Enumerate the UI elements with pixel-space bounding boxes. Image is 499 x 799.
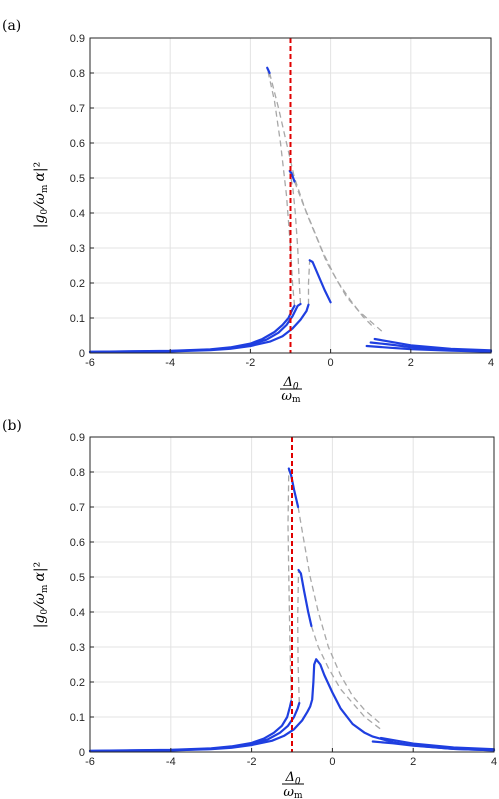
curve-1-unstable-upper-branch [310,625,382,730]
y-tick-label: 0.6 [70,138,85,150]
curve-1-stable-lower-branch [88,701,301,753]
curve-0-unstable-branch [266,67,296,306]
y-axis-label-b: |g0⁄ωmα|² [32,562,50,629]
curve-1-stable-upper-branch [288,169,296,183]
svg-text:|g0⁄ωmα|²: |g0⁄ωmα|² [32,162,50,229]
y-ticks-b: 0 0.1 0.2 0.3 0.4 0.5 0.6 0.7 0.8 0.9 [70,432,85,759]
y-tick-label: 0.6 [70,537,85,549]
x-tick-label: -6 [85,357,95,369]
curve-1-unstable-branch [289,170,302,305]
y-tick-label: 0.1 [70,313,85,325]
y-tick-label: 0.5 [70,173,85,185]
y-tick-label: 0.9 [70,33,85,45]
curve-0-unstable-branch [287,468,292,702]
x-axis-label-b: Δ0 ωm [282,770,304,799]
svg-text:ωm: ωm [283,785,303,799]
series-b [88,437,496,753]
y-tick-label: 0.3 [70,243,85,255]
y-tick-label: 0 [79,348,85,360]
axes-b [89,436,495,753]
curve-1-unstable-upper-branch [293,181,384,333]
curve-2-unstable-branch [307,260,311,305]
curve-1-stable-lower-branch [88,302,302,353]
x-tick-label: 4 [491,756,497,768]
curve-2-stable-lower-branch [88,658,496,753]
x-tick-label: 0 [329,756,335,768]
y-tick-label: 0.7 [70,502,85,514]
panel-label-b: (b) [2,418,22,434]
curve-0-stable-upper-branch [287,467,300,509]
curve-1-stable-upper-branch [297,568,313,628]
curve-0-unstable-upper-branch [268,72,376,329]
plot-area-border [89,436,495,753]
y-tick-label: 0.8 [70,467,85,479]
y-ticks-a: 0 0.1 0.2 0.3 0.4 0.5 0.6 0.7 0.8 0.9 [70,33,85,360]
curve-0-stable-upper-branch [266,66,271,75]
y-tick-label: 0.8 [70,68,85,80]
y-tick-label: 0.9 [70,432,85,444]
series-a [88,38,493,354]
x-tick-label: 0 [328,357,334,369]
x-tick-label: 2 [408,357,414,369]
y-tick-label: 0 [79,747,85,759]
y-tick-label: 0.2 [70,278,85,290]
y-axis-label-a: |g0⁄ωmα|² [32,162,50,229]
plot-area-border [89,37,492,354]
x-axis-label-a: Δ0 ωm [280,375,302,405]
x-tick-label: -6 [85,756,95,768]
x-tick-label: 2 [410,756,416,768]
curve-0-stable-right-branch [379,736,496,751]
x-tick-label: -2 [246,357,256,369]
y-tick-label: 0.4 [70,607,85,619]
curve-1-unstable-branch [297,569,300,704]
curve-0-stable-lower-branch [88,304,296,353]
y-tick-label: 0.5 [70,572,85,584]
y-tick-label: 0.4 [70,208,85,220]
curve-2-stable-lower-branch [88,303,310,354]
y-tick-label: 0.3 [70,642,85,654]
curve-2-stable-upper-branch [308,259,332,304]
x-ticks-b: -6 -4 -2 0 2 4 [85,756,497,768]
y-tick-label: 0.2 [70,677,85,689]
x-ticks-a: -6 -4 -2 0 2 4 [85,357,494,369]
panel-a: (a) -6 -4 -2 0 2 4 00.10.20.30.40.50.60.70.80… [2,18,494,405]
curve-0-unstable-upper-branch [297,506,382,725]
x-tick-label: -4 [165,357,175,369]
panel-label-a: (a) [2,18,21,34]
x-tick-label: -4 [166,756,176,768]
y-tick-label: 0.1 [70,712,85,724]
svg-text:|g0⁄ωmα|²: |g0⁄ωmα|² [32,562,50,629]
y-tick-label: 0.7 [70,103,85,115]
panel-b: (b) -6 -4 -2 0 2 4 00.10.20.30.40.50.60.70.80… [2,418,497,799]
x-tick-label: 4 [488,357,494,369]
x-tick-label: -2 [247,756,257,768]
axes-a [89,37,492,354]
